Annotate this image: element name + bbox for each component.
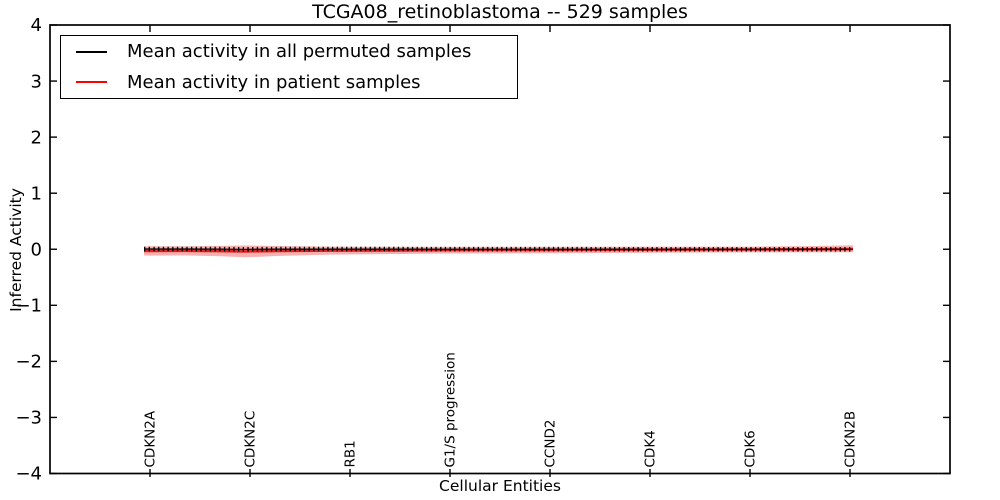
x-tick-label: CCND2 [542,420,558,468]
x-tick-label: CDKN2B [842,411,858,468]
y-tick-label: 3 [31,71,42,92]
x-tick-label: CDKN2A [142,410,158,467]
y-tick-label: 2 [31,127,42,148]
y-tick-label: −4 [15,464,42,485]
permuted-line-swatch-icon [76,50,107,53]
y-tick-label: 1 [31,183,42,204]
chart-title: TCGA08_retinoblastoma -- 529 samples [312,1,688,23]
legend-label: Mean activity in all permuted samples [127,41,472,63]
legend-entry-patient: Mean activity in patient samples [61,67,517,97]
legend-entry-permuted: Mean activity in all permuted samples [61,37,517,67]
y-axis-label: Inferred Activity [7,188,25,312]
x-axis-label: Cellular Entities [439,477,561,495]
y-tick-label: −2 [15,352,42,373]
y-tick-label: −1 [15,296,42,317]
legend-label: Mean activity in patient samples [127,71,421,93]
x-tick-label: CDK6 [742,430,758,467]
y-tick-label: −3 [15,408,42,429]
y-tick-label: 4 [31,15,42,36]
x-tick-label: CDKN2C [242,411,258,468]
patient-line-swatch-icon [76,81,107,84]
x-tick-label: G1/S progression [442,352,458,467]
x-tick-label: CDK4 [642,430,658,467]
y-tick-label: 0 [31,239,42,260]
x-tick-label: RB1 [342,440,358,467]
legend: Mean activity in all permuted samples Me… [60,35,518,99]
